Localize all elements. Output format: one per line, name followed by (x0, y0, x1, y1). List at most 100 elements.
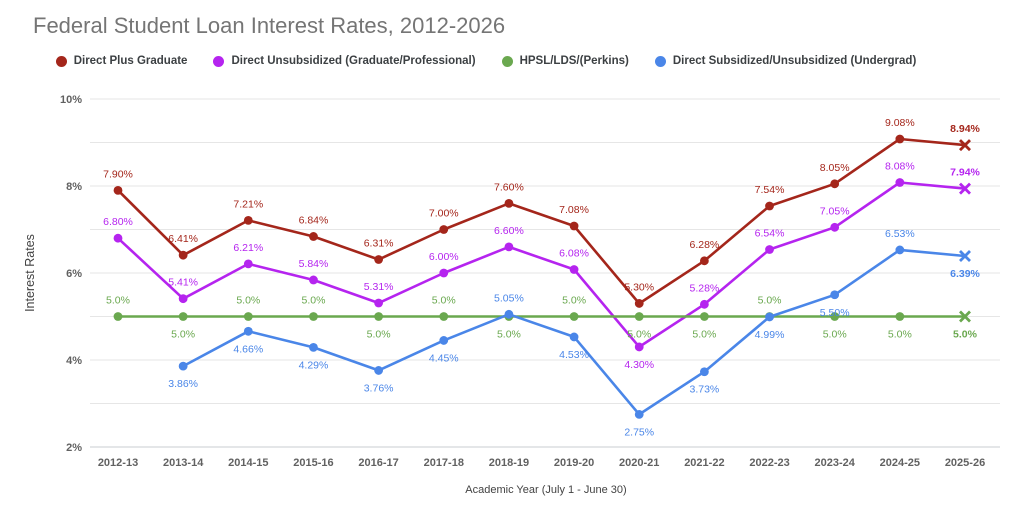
data-point-hpsl-lds-perkins[interactable] (178, 312, 188, 321)
data-label-direct-subsidized-undergrad: 5.05% (494, 292, 524, 304)
series-line-direct-subsidized-undergrad (182, 248, 966, 416)
data-point-direct-subsidized-undergrad[interactable] (374, 366, 384, 375)
x-tick-label: 2023-24 (815, 457, 856, 469)
data-point-direct-unsubsidized-graduate[interactable] (113, 233, 123, 243)
data-point-direct-subsidized-undergrad[interactable] (439, 336, 449, 345)
data-point-direct-subsidized-undergrad[interactable] (178, 361, 188, 371)
data-point-direct-plus-graduate[interactable] (113, 185, 123, 195)
data-point-hpsl-lds-perkins[interactable] (374, 312, 384, 321)
legend-label: Direct Unsubsidized (Graduate/Profession… (231, 55, 476, 67)
series-line-direct-unsubsidized-graduate (117, 181, 966, 349)
data-point-direct-plus-graduate[interactable] (830, 179, 840, 189)
y-tick-label: 8% (66, 181, 82, 193)
data-point-direct-unsubsidized-graduate[interactable] (309, 275, 318, 285)
data-point-x-marker-hpsl-lds-perkins[interactable] (959, 310, 971, 323)
data-point-direct-unsubsidized-graduate[interactable] (504, 242, 514, 252)
data-point-direct-plus-graduate[interactable] (243, 215, 253, 225)
data-point-direct-plus-graduate[interactable] (634, 299, 644, 308)
x-tick-label: 2013-14 (163, 457, 204, 469)
data-point-direct-subsidized-undergrad[interactable] (895, 245, 905, 255)
legend-label: Direct Subsidized/Unsubsidized (Undergra… (672, 55, 917, 67)
data-label-direct-plus-graduate: 7.90% (103, 168, 133, 180)
data-point-direct-unsubsidized-graduate[interactable] (243, 259, 253, 269)
data-point-x-marker-direct-unsubsidized-graduate[interactable] (959, 182, 971, 195)
data-point-direct-unsubsidized-graduate[interactable] (765, 245, 774, 254)
data-point-direct-unsubsidized-graduate[interactable] (830, 222, 840, 232)
data-point-direct-subsidized-undergrad[interactable] (699, 367, 709, 377)
x-tick-label: 2018-19 (489, 457, 529, 469)
data-point-hpsl-lds-perkins[interactable] (699, 312, 709, 321)
data-label-hpsl-lds-perkins: 5.0% (627, 329, 651, 341)
data-label-direct-unsubsidized-graduate: 6.60% (494, 225, 524, 237)
data-point-hpsl-lds-perkins[interactable] (243, 312, 253, 321)
data-point-direct-unsubsidized-graduate[interactable] (895, 178, 905, 187)
data-point-direct-subsidized-undergrad[interactable] (309, 342, 318, 352)
data-point-direct-unsubsidized-graduate[interactable] (699, 299, 709, 309)
data-point-direct-unsubsidized-graduate[interactable] (374, 298, 384, 308)
series-line-direct-plus-graduate (117, 137, 966, 305)
x-tick-label: 2024-25 (880, 457, 920, 469)
data-label-direct-unsubsidized-graduate: 6.54% (755, 228, 785, 240)
data-point-direct-plus-graduate[interactable] (178, 250, 188, 260)
data-label-hpsl-lds-perkins: 5.0% (432, 295, 456, 307)
data-point-direct-plus-graduate[interactable] (439, 225, 449, 234)
data-label-hpsl-lds-perkins: 5.0% (888, 329, 912, 341)
data-point-hpsl-lds-perkins[interactable] (634, 312, 644, 321)
data-point-direct-plus-graduate[interactable] (504, 199, 514, 208)
data-label-direct-unsubsidized-graduate: 5.31% (364, 281, 394, 293)
data-label-direct-unsubsidized-graduate: 5.84% (299, 258, 329, 270)
data-label-direct-subsidized-undergrad: 4.45% (429, 352, 459, 364)
data-point-direct-subsidized-undergrad[interactable] (569, 332, 579, 342)
data-point-x-marker-direct-plus-graduate[interactable] (959, 139, 971, 152)
data-label-direct-subsidized-undergrad: 4.29% (299, 359, 329, 371)
data-point-direct-subsidized-undergrad[interactable] (765, 312, 774, 322)
data-point-hpsl-lds-perkins[interactable] (830, 312, 840, 321)
data-point-hpsl-lds-perkins[interactable] (569, 312, 579, 321)
data-point-hpsl-lds-perkins[interactable] (113, 312, 123, 321)
data-point-direct-subsidized-undergrad[interactable] (243, 326, 253, 336)
data-point-direct-unsubsidized-graduate[interactable] (569, 265, 579, 274)
legend-item-direct-unsubsidized-graduate[interactable]: Direct Unsubsidized (Graduate/Profession… (213, 55, 476, 67)
data-label-direct-unsubsidized-graduate: 6.08% (559, 248, 589, 260)
legend-marker-icon (501, 55, 513, 67)
legend-item-direct-subsidized-undergrad[interactable]: Direct Subsidized/Unsubsidized (Undergra… (654, 55, 917, 67)
data-point-direct-subsidized-undergrad[interactable] (634, 409, 644, 419)
legend-item-direct-plus-graduate[interactable]: Direct Plus Graduate (55, 55, 187, 67)
legend-marker-icon (654, 55, 666, 67)
data-point-hpsl-lds-perkins[interactable] (309, 312, 318, 321)
y-tick-label: 2% (66, 442, 82, 454)
data-point-x-marker-direct-subsidized-undergrad[interactable] (959, 250, 971, 263)
data-point-direct-unsubsidized-graduate[interactable] (178, 294, 188, 304)
data-label-direct-plus-graduate: 7.54% (755, 184, 785, 196)
data-point-direct-subsidized-undergrad[interactable] (830, 290, 840, 300)
data-label-direct-subsidized-undergrad: 3.73% (689, 384, 719, 396)
data-label-direct-unsubsidized-graduate: 7.05% (820, 205, 850, 217)
data-point-direct-plus-graduate[interactable] (765, 201, 774, 211)
data-point-direct-unsubsidized-graduate[interactable] (634, 342, 644, 352)
data-label-direct-subsidized-undergrad: 6.53% (885, 228, 915, 240)
data-point-direct-plus-graduate[interactable] (309, 232, 318, 241)
data-point-hpsl-lds-perkins[interactable] (895, 312, 905, 321)
data-point-direct-plus-graduate[interactable] (699, 256, 709, 266)
data-label-hpsl-lds-perkins: 5.0% (953, 329, 978, 341)
data-label-direct-subsidized-undergrad: 4.66% (233, 343, 263, 355)
legend-item-hpsl-lds-perkins[interactable]: HPSL/LDS/(Perkins) (501, 55, 629, 67)
data-point-direct-plus-graduate[interactable] (374, 255, 384, 264)
data-label-hpsl-lds-perkins: 5.0% (758, 295, 782, 307)
data-label-direct-plus-graduate: 5.30% (624, 281, 654, 293)
data-point-direct-subsidized-undergrad[interactable] (504, 309, 514, 319)
data-point-direct-plus-graduate[interactable] (569, 221, 579, 231)
x-tick-label: 2017-18 (424, 457, 464, 469)
data-label-hpsl-lds-perkins: 5.0% (367, 329, 391, 341)
x-tick-label: 2021-22 (684, 457, 724, 469)
data-label-direct-plus-graduate: 6.84% (299, 214, 329, 226)
data-point-direct-plus-graduate[interactable] (895, 134, 905, 144)
data-label-direct-plus-graduate: 7.60% (494, 181, 524, 193)
data-point-hpsl-lds-perkins[interactable] (439, 312, 449, 321)
data-label-direct-plus-graduate: 8.05% (820, 162, 850, 174)
legend-label: HPSL/LDS/(Perkins) (519, 55, 629, 67)
data-point-direct-unsubsidized-graduate[interactable] (439, 268, 449, 278)
data-label-direct-unsubsidized-graduate: 5.28% (689, 282, 719, 294)
